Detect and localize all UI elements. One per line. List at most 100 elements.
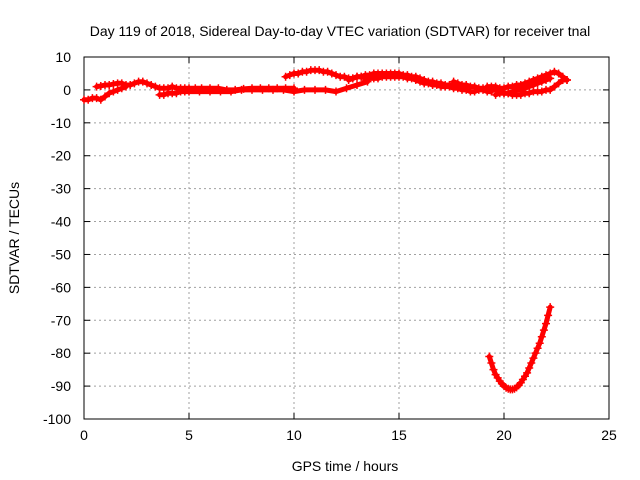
data-point — [537, 332, 546, 341]
data-point — [323, 67, 332, 76]
chart-title: Day 119 of 2018, Sidereal Day-to-day VTE… — [90, 23, 591, 39]
y-tick-label: -60 — [51, 279, 71, 295]
data-point — [237, 85, 246, 94]
data-point — [546, 303, 555, 312]
data-point — [290, 87, 298, 96]
data-points — [80, 66, 571, 394]
data-point — [525, 363, 534, 372]
data-point — [516, 90, 525, 99]
data-point — [487, 359, 496, 368]
plot-frame — [83, 56, 610, 420]
series-4 — [281, 66, 370, 83]
data-point — [353, 80, 361, 89]
series-6 — [361, 72, 496, 96]
data-point — [92, 94, 101, 103]
data-point — [300, 85, 309, 94]
data-point — [315, 66, 324, 75]
data-point — [342, 84, 351, 93]
data-point — [537, 87, 546, 96]
data-point — [485, 352, 494, 361]
data-point — [529, 354, 538, 363]
data-point — [151, 82, 160, 91]
data-point — [521, 79, 529, 88]
data-point — [416, 77, 424, 86]
y-tick-label: -40 — [51, 214, 71, 230]
data-point — [533, 344, 542, 353]
data-point — [302, 67, 311, 76]
data-point — [185, 87, 193, 96]
data-point — [281, 72, 290, 81]
series-1 — [80, 82, 130, 104]
data-point — [321, 85, 330, 94]
data-point — [332, 87, 340, 96]
series-3 — [155, 77, 372, 99]
data-point — [491, 90, 500, 99]
data-point — [525, 89, 534, 98]
data-point — [248, 85, 256, 94]
x-tick-label: 10 — [286, 427, 302, 443]
y-tick-label: -20 — [51, 148, 71, 164]
x-tick-label: 20 — [496, 427, 512, 443]
x-tick-label: 5 — [185, 427, 193, 443]
data-point — [525, 77, 534, 86]
data-point — [554, 79, 563, 88]
y-tick-label: 0 — [63, 82, 71, 98]
data-point — [258, 85, 267, 94]
data-point — [550, 82, 559, 91]
data-point — [407, 74, 416, 83]
data-point — [546, 85, 555, 94]
y-axis-label: SDTVAR / TECUs — [6, 182, 22, 294]
data-point — [508, 82, 517, 91]
data-point — [195, 87, 204, 96]
y-tick-label: -50 — [51, 246, 71, 262]
data-point — [535, 339, 544, 348]
data-point — [411, 76, 420, 85]
data-point — [105, 80, 114, 89]
data-point — [462, 80, 471, 89]
y-tick-label: -90 — [51, 378, 71, 394]
data-point — [424, 79, 433, 88]
y-tick-label: -100 — [43, 411, 71, 427]
data-point — [126, 80, 135, 89]
axis-ticks — [83, 56, 610, 420]
data-point — [554, 69, 563, 78]
data-point — [105, 89, 114, 98]
data-point — [101, 92, 109, 101]
data-point — [109, 87, 118, 96]
data-point — [227, 87, 235, 96]
data-point — [294, 69, 303, 78]
data-point — [489, 365, 498, 374]
data-point — [84, 95, 93, 104]
series-10 — [485, 303, 555, 394]
data-point — [311, 85, 319, 94]
x-tick-labels: 0 5 10 15 20 25 — [80, 427, 617, 443]
data-point — [143, 79, 151, 88]
data-point — [285, 71, 294, 80]
data-point — [117, 79, 126, 88]
data-point — [563, 76, 571, 85]
y-tick-labels: 10 0 -10 -20 -30 -40 -50 -60 -70 -80 -90 -100 — [43, 49, 71, 427]
data-point — [216, 87, 225, 96]
grid-lines — [84, 57, 609, 419]
data-point — [542, 71, 550, 80]
data-point — [130, 79, 139, 88]
data-point — [470, 82, 479, 91]
x-axis-label: GPS time / hours — [292, 458, 399, 474]
data-point — [453, 79, 462, 88]
data-point — [546, 69, 555, 78]
data-point — [516, 80, 525, 89]
data-point — [348, 74, 357, 83]
data-point — [550, 67, 559, 76]
data-point — [491, 82, 500, 91]
data-point — [357, 72, 366, 81]
data-point — [172, 89, 181, 98]
data-point — [206, 87, 214, 96]
data-point — [138, 77, 147, 86]
data-point — [542, 319, 550, 328]
data-point — [332, 71, 340, 80]
data-point — [269, 85, 277, 94]
y-tick-label: -10 — [51, 115, 71, 131]
data-point — [533, 74, 542, 83]
data-point — [539, 326, 548, 335]
y-tick-label: -30 — [51, 181, 71, 197]
